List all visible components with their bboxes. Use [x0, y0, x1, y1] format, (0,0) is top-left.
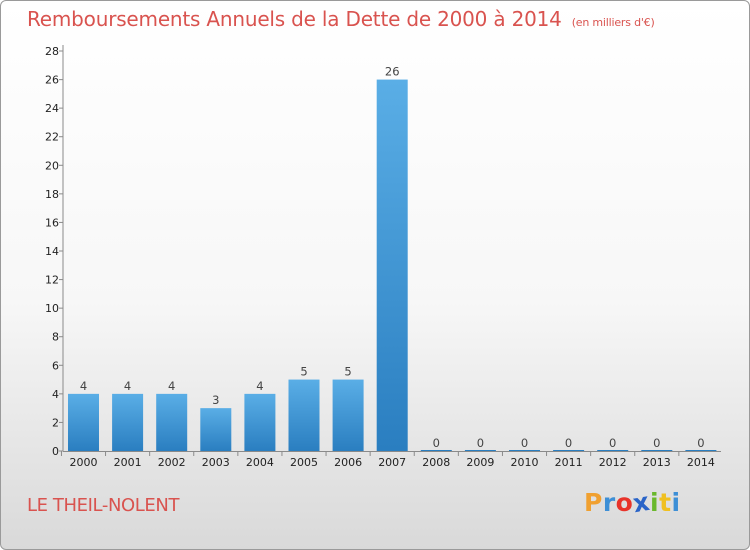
- chart-value-labels: 4 4 4 3 4 5 5 26 0 0 0 0 0 0 0: [80, 65, 705, 450]
- bar-value-label: 4: [168, 379, 175, 393]
- chart-unit: (en milliers d'€): [571, 16, 655, 29]
- x-tick-label: 2003: [202, 456, 230, 469]
- x-tick-label: 2009: [466, 456, 494, 469]
- y-tick-label: 10: [45, 302, 59, 315]
- y-tick-label: 16: [45, 216, 59, 229]
- x-tick-label: 2007: [378, 456, 406, 469]
- bar: [553, 450, 585, 451]
- x-tick-label: 2014: [687, 456, 715, 469]
- x-tick-label: 2000: [70, 456, 98, 469]
- x-tick-label: 2012: [599, 456, 627, 469]
- y-tick-label: 6: [52, 359, 59, 372]
- chart-title-text: Remboursements Annuels de la Dette de 20…: [27, 7, 562, 31]
- logo-letter: P: [584, 488, 603, 517]
- x-tick-label: 2011: [555, 456, 583, 469]
- bar: [420, 450, 452, 451]
- bar-value-label: 0: [565, 436, 572, 450]
- bar-value-label: 4: [124, 379, 131, 393]
- bar-value-label: 5: [300, 365, 307, 379]
- bar: [597, 450, 629, 451]
- bar: [200, 408, 232, 451]
- commune-name: LE THEIL-NOLENT: [27, 495, 180, 516]
- bar-value-label: 26: [385, 65, 400, 79]
- x-tick-label: 2010: [511, 456, 539, 469]
- bar: [288, 379, 320, 451]
- proxiti-logo: Proxiti: [584, 487, 681, 518]
- logo-letter: o: [615, 488, 634, 517]
- y-tick-label: 18: [45, 188, 59, 201]
- bar: [156, 393, 188, 451]
- bar-value-label: 0: [609, 436, 616, 450]
- y-tick-label: 2: [52, 416, 59, 429]
- logo-letter: i: [671, 488, 681, 517]
- bar-value-label: 3: [212, 393, 219, 407]
- bar: [68, 393, 99, 451]
- bar-value-label: 0: [521, 436, 528, 450]
- x-tick-label: 2008: [422, 456, 450, 469]
- y-tick-label: 26: [45, 74, 59, 87]
- y-tick-label: 12: [45, 274, 59, 287]
- logo-letter: r: [602, 488, 616, 517]
- bar-value-label: 0: [477, 436, 484, 450]
- bar: [509, 450, 540, 451]
- bar-value-label: 4: [256, 379, 263, 393]
- bar: [244, 393, 276, 451]
- y-tick-label: 22: [45, 131, 59, 144]
- logo-letter: i: [650, 488, 660, 517]
- x-tick-label: 2013: [643, 456, 671, 469]
- bar: [332, 379, 364, 451]
- y-tick-label: 14: [45, 245, 59, 258]
- x-tick-label: 2005: [290, 456, 318, 469]
- logo-letter: t: [659, 488, 672, 517]
- bar-value-label: 0: [433, 436, 440, 450]
- bar-value-label: 0: [653, 436, 660, 450]
- y-tick-label: 4: [52, 388, 59, 401]
- x-tick-label: 2001: [114, 456, 142, 469]
- bar: [112, 393, 144, 451]
- y-tick-label: 24: [45, 102, 59, 115]
- y-tick-label: 0: [52, 445, 59, 458]
- bar-value-label: 0: [697, 436, 704, 450]
- x-tick-label: 2006: [334, 456, 362, 469]
- y-tick-label: 28: [45, 45, 59, 58]
- bar: [685, 450, 717, 451]
- x-tick-label: 2002: [158, 456, 186, 469]
- bar: [376, 79, 408, 452]
- bar-value-label: 4: [80, 379, 87, 393]
- y-tick-label: 20: [45, 159, 59, 172]
- bar-value-label: 5: [344, 365, 351, 379]
- bar: [464, 450, 496, 451]
- chart-bars: [68, 79, 717, 452]
- x-tick-label: 2004: [246, 456, 274, 469]
- y-tick-label: 8: [52, 331, 59, 344]
- chart-title: Remboursements Annuels de la Dette de 20…: [27, 7, 655, 31]
- bar: [641, 450, 673, 451]
